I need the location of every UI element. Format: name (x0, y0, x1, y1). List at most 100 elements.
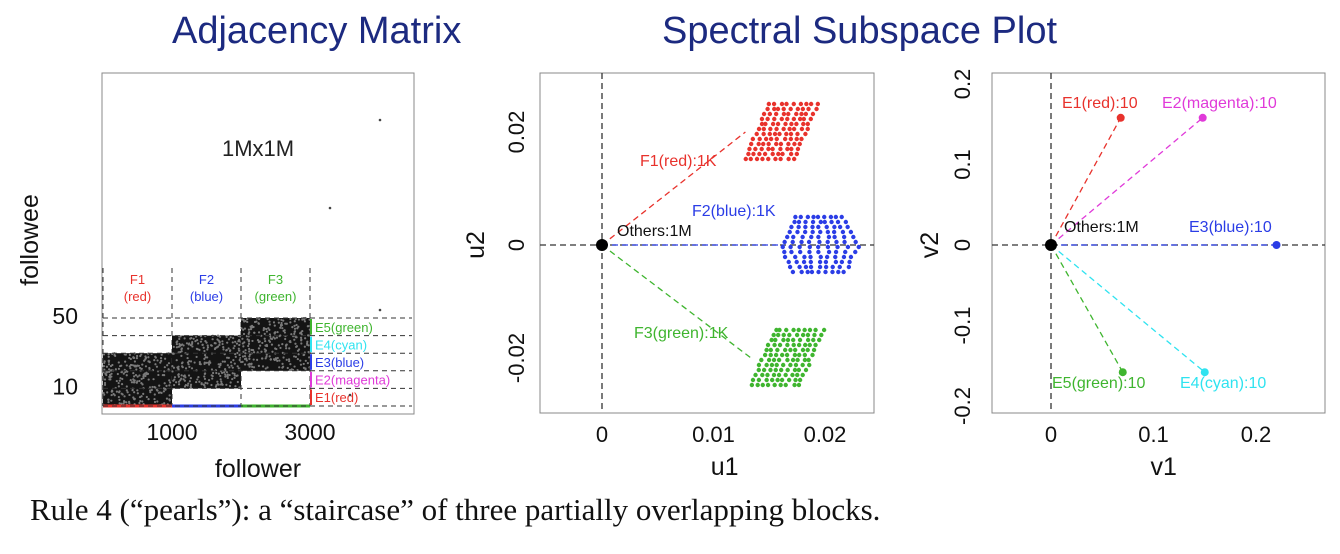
block-texture-dot (186, 384, 189, 387)
data-point (802, 254, 807, 260)
block-texture-dot (207, 379, 211, 382)
data-point (750, 377, 756, 383)
data-point (807, 327, 813, 333)
data-point (771, 101, 777, 107)
block-texture-dot (268, 320, 271, 323)
data-point (768, 347, 774, 353)
block-texture-dot (129, 357, 132, 361)
block-texture-dot (157, 373, 160, 377)
data-point (795, 106, 801, 112)
data-point (779, 101, 785, 107)
data-point (788, 244, 793, 250)
block-texture-dot (308, 356, 311, 359)
block-texture-dot (117, 381, 120, 385)
block-texture-dot (107, 363, 111, 366)
series-label: F1(red):1K (640, 153, 717, 170)
data-point (787, 126, 792, 132)
block-texture-dot (117, 395, 120, 399)
point-label: E5(green):10 (1052, 375, 1145, 392)
block-texture-dot (210, 383, 213, 387)
data-point (764, 347, 769, 353)
data-point (792, 352, 798, 358)
data-point (790, 239, 795, 245)
data-point (839, 259, 845, 265)
block-texture-dot (225, 383, 228, 386)
block-texture-dot (198, 380, 201, 383)
data-point (785, 342, 790, 348)
data-point (775, 121, 781, 127)
block-texture-dot (196, 342, 200, 345)
data-point (776, 151, 781, 157)
data-point (746, 151, 751, 157)
block-texture-dot (299, 336, 303, 339)
data-point (810, 224, 815, 230)
data-point (800, 372, 805, 378)
block-texture-dot (162, 390, 165, 393)
data-point (848, 229, 854, 235)
block-texture-dot (265, 330, 269, 333)
block-texture-dot (220, 380, 223, 383)
block-texture-dot (110, 389, 114, 392)
block-texture-dot (248, 355, 251, 358)
block-texture-dot (242, 332, 246, 336)
data-point (833, 259, 839, 265)
spectral-ray (601, 244, 752, 359)
block-texture-dot (281, 343, 284, 346)
block-texture-dot (277, 318, 280, 321)
block-texture-dot (128, 353, 132, 356)
block-texture-dot (203, 349, 206, 353)
block-texture-dot (293, 324, 296, 327)
block-texture-dot (237, 340, 240, 343)
block-texture-dot (124, 353, 127, 356)
block-texture-dot (257, 322, 260, 325)
block-texture-dot (240, 360, 243, 364)
block-texture-dot (119, 377, 122, 380)
data-point (808, 264, 814, 270)
data-point (797, 264, 802, 270)
block-texture-dot (225, 356, 229, 359)
block-texture-dot (126, 391, 129, 394)
x-axis-label: follower (215, 455, 301, 483)
block-texture-dot (271, 350, 274, 353)
block-texture-dot (294, 342, 297, 345)
block-texture-dot (293, 327, 297, 330)
block-texture-dot (289, 317, 292, 320)
block-texture-dot (251, 365, 254, 368)
block-texture-dot (167, 362, 171, 365)
data-point (832, 234, 837, 240)
data-point (756, 377, 762, 383)
block-texture-dot (141, 383, 144, 386)
block-texture-dot (133, 360, 137, 363)
block-texture-dot (219, 378, 222, 381)
data-point (747, 146, 752, 152)
block-texture-dot (181, 366, 184, 369)
block-texture-dot (303, 320, 307, 323)
block-texture-dot (248, 365, 251, 368)
data-point (826, 234, 832, 240)
block-texture-dot (265, 353, 268, 356)
block-texture-dot (256, 358, 259, 362)
block-texture-dot (135, 368, 138, 371)
data-point (795, 372, 800, 378)
block-texture-dot (257, 347, 261, 350)
block-label-f3: F3 (268, 272, 283, 287)
data-point (760, 382, 765, 388)
block-texture-dot (104, 372, 107, 375)
block-texture-dot (294, 355, 298, 358)
data-point (847, 259, 852, 265)
x-tick-label: 3000 (284, 419, 335, 445)
data-point (778, 141, 784, 147)
block-texture-dot (205, 361, 208, 364)
block-texture-dot (190, 367, 194, 370)
block-texture-dot (147, 398, 150, 401)
data-point (808, 254, 813, 260)
block-texture-dot (243, 355, 247, 358)
block-texture-dot (252, 358, 255, 361)
block-texture-dot (274, 347, 277, 350)
data-point (796, 224, 801, 230)
data-point (784, 131, 789, 137)
block-texture-dot (202, 346, 205, 349)
block-texture-dot (277, 321, 280, 324)
block-texture-dot (130, 363, 134, 367)
data-point (803, 224, 808, 230)
